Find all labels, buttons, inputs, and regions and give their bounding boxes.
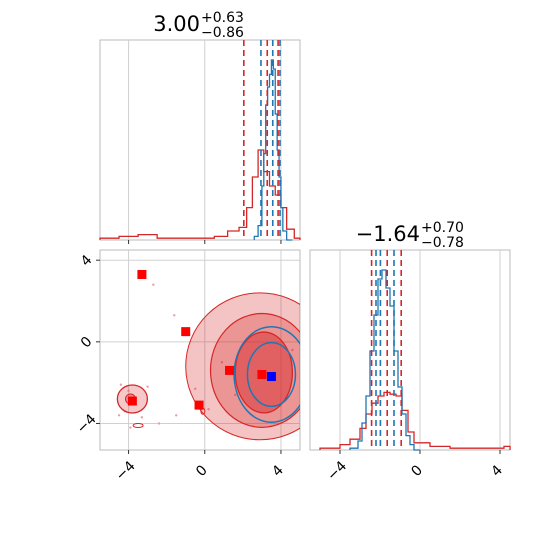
quantile-lines [370,250,403,450]
panel-marginal-param-2: −4 0 4 −1.64 +0.70 −0.78 [309,220,511,484]
panel-title-value: −1.64 [356,222,420,246]
scatter-point [146,385,149,388]
scatter-point [129,426,132,429]
tick-labels: −4 0 4 [324,458,506,484]
scatter-point [127,389,130,393]
x-tick-label: 0 [193,462,211,480]
scatter-point [194,387,197,390]
y-tick-label: 4 [78,252,96,270]
scatter-point [220,361,224,364]
panel-title-plus: +0.70 [421,220,464,236]
grid [339,250,501,454]
x-tick-label: −4 [113,458,139,484]
y-tick-label: 0 [78,334,96,352]
histogram-series [319,391,511,450]
contour-level [246,341,297,408]
x-tick-label: 4 [269,462,287,480]
red-marker [194,400,204,410]
scatter-point [152,283,155,286]
panel-title-plus: +0.63 [201,10,244,26]
scatter-point [174,414,178,417]
x-tick-label: 4 [488,462,506,480]
scatter-point [157,422,161,425]
scatter-point [234,393,237,397]
blue-marker [266,372,276,382]
axes-frame [309,249,511,451]
x-tick-label: −4 [324,458,350,484]
red-marker [181,327,191,337]
contour-level [209,312,300,428]
panel-title-value: 3.00 [153,12,200,36]
scatter-point [119,383,123,386]
panel-marginal-param-1: 3.00 +0.63 −0.86 [99,10,301,244]
red-marker [137,269,147,279]
histogram [99,59,301,241]
scatter-point [117,414,121,417]
histogram-series [349,269,420,451]
markers [127,269,276,410]
scatter-point [173,314,176,317]
x-tick-label: 0 [408,462,426,480]
contour-level [132,423,144,429]
contour-level [185,292,300,441]
red-marker [257,369,267,379]
grid [96,250,300,454]
panel-title-minus: −0.78 [421,235,464,251]
contour-level [233,325,300,423]
quantile-lines [243,40,281,240]
red-marker [127,396,137,406]
scatter-point [291,348,294,352]
y-tick-label: −4 [74,411,100,437]
red-marker [225,365,235,375]
axes-frame [99,249,301,451]
axes-frame [99,39,301,241]
panel-title-minus: −0.86 [201,25,244,41]
histogram [319,269,511,451]
panel-joint: −4 0 4 −4 0 4 [74,249,301,484]
scatter-point [207,407,210,411]
scatter-point [140,416,144,419]
histogram-series [253,59,293,241]
